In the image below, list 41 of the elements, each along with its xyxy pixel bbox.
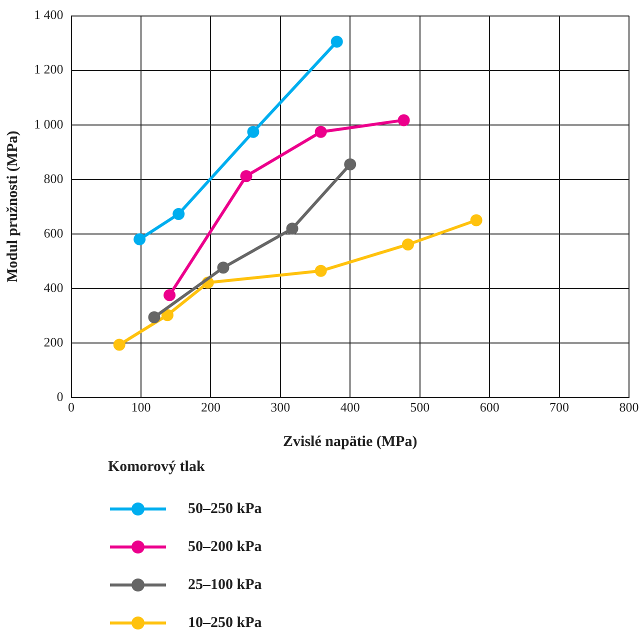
point [398, 114, 410, 126]
legend-label: 50–200 kPa [188, 538, 262, 556]
point [314, 126, 327, 138]
y-tick-label: 0 [56, 388, 64, 404]
x-tick-label: 300 [270, 400, 290, 415]
y-axis-title: Modul pružnosti (MPa) [4, 130, 21, 282]
x-tick-label: 100 [131, 400, 151, 415]
legend-title: Komorový tlak [108, 459, 206, 476]
point [172, 208, 185, 220]
y-tick-label: 800 [44, 170, 64, 186]
point [344, 158, 356, 170]
x-tick-label: 600 [480, 400, 500, 415]
y-tick-label: 1 400 [34, 7, 64, 22]
legend-label: 25–100 kPa [188, 576, 262, 594]
x-axis-title: Zvislé napätie (MPa) [283, 434, 418, 450]
point [247, 126, 260, 138]
y-tick-label: 600 [44, 225, 64, 240]
point [161, 309, 174, 322]
y-tick-label: 1 200 [34, 62, 64, 77]
point [330, 36, 343, 48]
point [113, 338, 126, 351]
y-tick-label: 200 [44, 334, 64, 350]
point [314, 264, 327, 277]
point [134, 233, 146, 246]
x-tick-label: 500 [410, 400, 430, 415]
x-tick-label: 800 [619, 400, 639, 415]
x-tick-label: 700 [550, 400, 570, 415]
x-tick-label: 400 [340, 400, 360, 415]
legend-label: 50–250 kPa [188, 500, 262, 518]
point [217, 262, 230, 274]
point [148, 311, 160, 324]
x-tick-label: 0 [68, 400, 74, 415]
point [286, 222, 298, 235]
y-tick-label: 1 000 [34, 116, 64, 132]
y-tick-label: 400 [44, 280, 64, 295]
legend-label: 10–250 kPa [188, 614, 262, 632]
point [470, 214, 482, 226]
x-tick-label: 200 [200, 400, 220, 415]
point [240, 170, 252, 182]
point [164, 289, 176, 302]
point [402, 238, 414, 250]
